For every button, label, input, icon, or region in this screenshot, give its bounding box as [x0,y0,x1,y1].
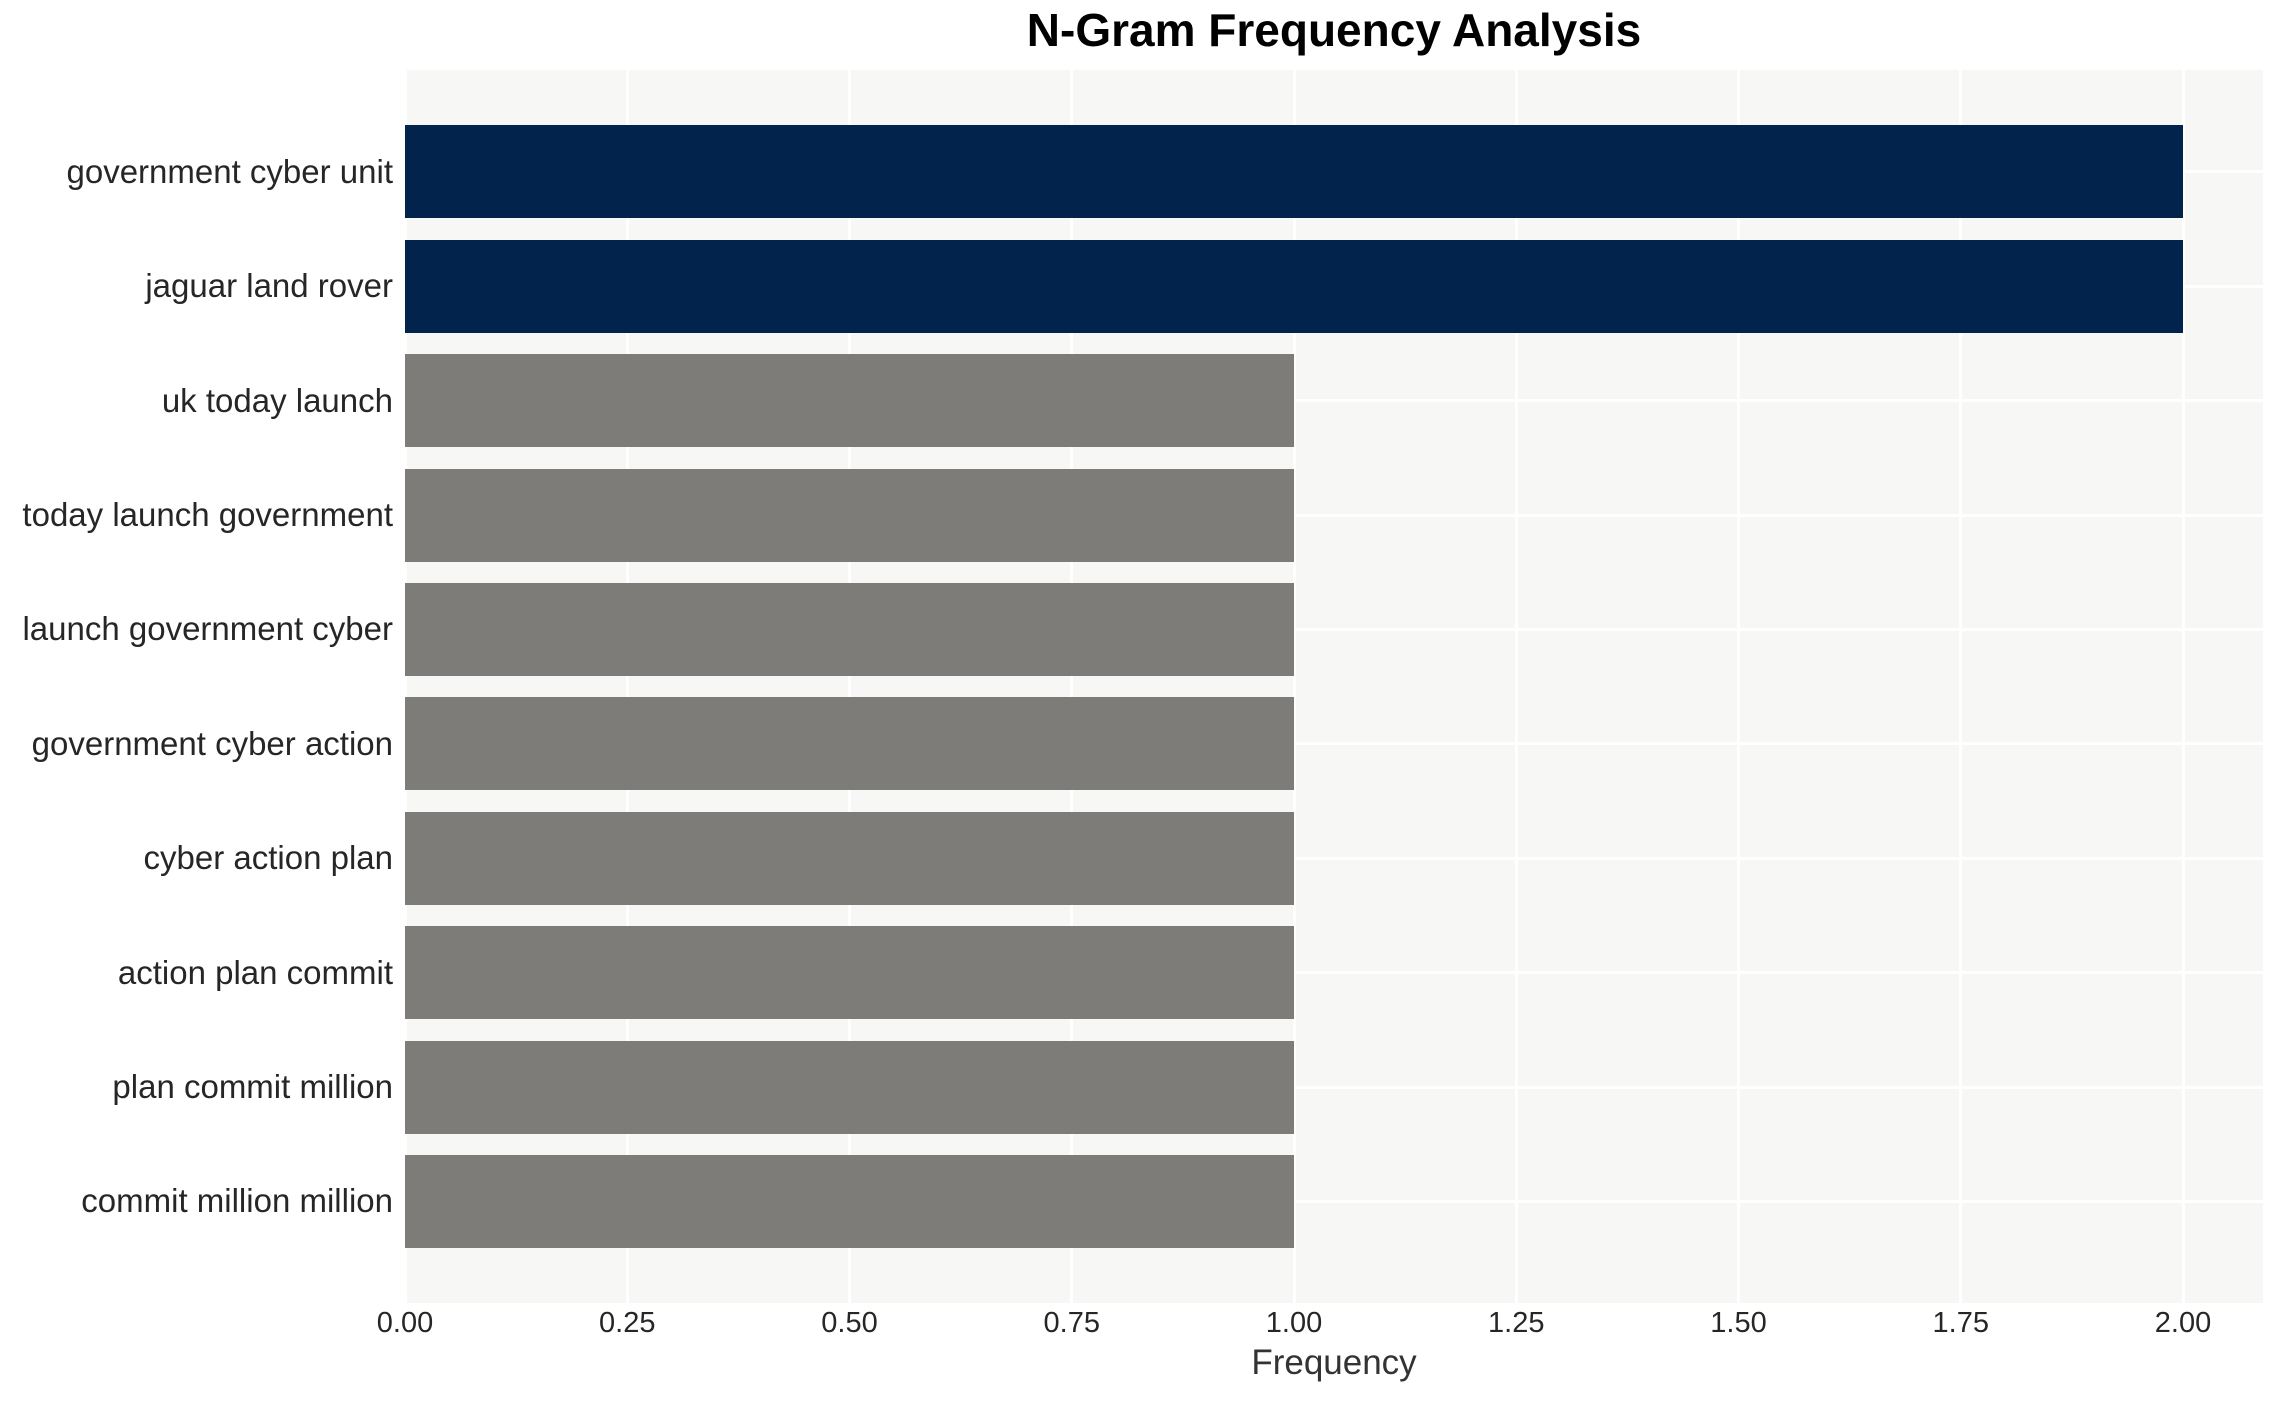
bar [405,354,1294,448]
y-gridline [405,399,2263,403]
y-gridline [405,1085,2263,1089]
x-gridline [2181,70,2185,1303]
x-tick-label: 2.00 [2154,1307,2212,1339]
bar [405,926,1294,1020]
x-gridline [1737,70,1740,1303]
y-gridline [405,1199,2263,1203]
x-axis-title: Frequency [1251,1343,1417,1382]
x-tick-label: 0.50 [821,1307,878,1339]
plot-area [403,70,2263,1303]
x-gridline [1070,70,1074,1303]
y-gridline [405,627,2263,631]
bar [405,468,1294,562]
x-gridline [1514,70,1518,1303]
y-gridline [405,513,2263,517]
y-gridline [405,856,2263,860]
x-tick-label: 1.25 [1488,1307,1545,1339]
x-gridline [625,70,629,1303]
y-axis-label: launch government cyber [22,610,393,648]
x-tick-label: 1.75 [1932,1307,1989,1339]
y-axis-label: today launch government [22,496,393,533]
y-axis-label: government cyber unit [66,152,393,190]
y-gridline [405,971,2263,975]
bar [405,125,2183,219]
bar [405,239,2183,333]
y-axis-label: commit million million [81,1182,393,1220]
y-axis-label: action plan commit [117,953,393,991]
bar [405,582,1294,676]
y-axis-label: jaguar land rover [145,267,393,305]
bar [405,1040,1294,1134]
bar [405,811,1294,905]
bar [405,697,1294,791]
y-axis-label: plan commit million [112,1068,393,1105]
x-gridline [1959,70,1963,1303]
x-gridline [403,70,407,1303]
y-axis-label: government cyber action [31,724,393,762]
x-gridline [1292,70,1296,1303]
x-tick-label: 0.25 [599,1307,656,1339]
x-tick-label: 1.50 [1710,1307,1767,1339]
x-tick-label: 1.00 [1265,1307,1323,1339]
y-gridline [405,742,2263,746]
chart-title: N-Gram Frequency Analysis [1026,4,1642,56]
y-axis-label: cyber action plan [143,839,393,877]
x-tick-label: 0.00 [376,1307,434,1339]
bar [405,1154,1294,1248]
x-gridline [848,70,851,1303]
x-tick-label: 0.75 [1043,1307,1100,1339]
y-axis-label: uk today launch [161,381,393,419]
